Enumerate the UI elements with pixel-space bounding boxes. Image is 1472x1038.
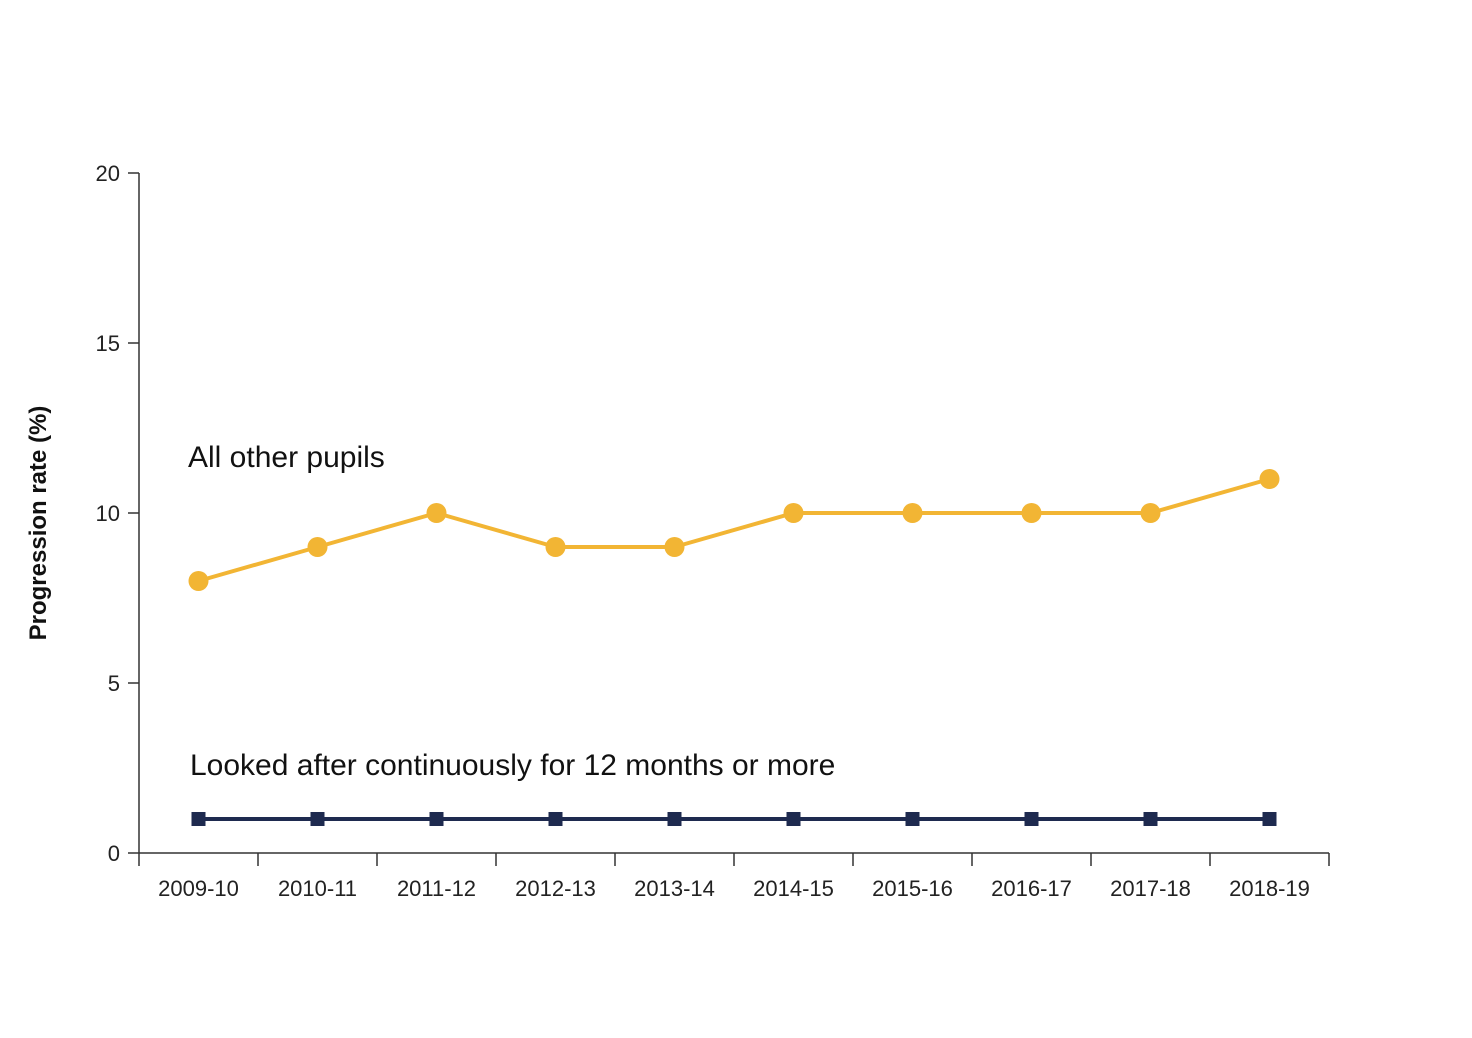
x-tick-label: 2015-16 [872,876,953,901]
x-tick-label: 2016-17 [991,876,1072,901]
data-point [1024,812,1039,826]
data-point [191,812,206,826]
data-point [786,812,801,826]
data-point [902,503,923,523]
data-point [188,571,209,591]
x-tick-label: 2013-14 [634,876,715,901]
x-tick-label: 2018-19 [1229,876,1310,901]
data-point [545,537,566,557]
data-point [429,812,444,826]
data-point [905,812,920,826]
data-point [1262,812,1277,826]
data-point [310,812,325,826]
series-label-1: All other pupils [188,441,385,474]
data-point [426,503,447,523]
data-point [307,537,328,557]
data-point [1259,469,1280,489]
x-tick-label: 2010-11 [278,876,357,901]
data-point [667,812,682,826]
y-tick-label: 15 [96,331,120,356]
y-tick-label: 5 [108,671,120,696]
data-point [1143,812,1158,826]
y-axis-title: Progression rate (%) [25,406,52,641]
series-label-2: Looked after continuously for 12 months … [190,749,835,782]
x-tick-label: 2011-12 [397,876,476,901]
x-tick-label: 2009-10 [158,876,239,901]
y-tick-label: 10 [96,501,120,526]
x-tick-label: 2012-13 [515,876,596,901]
y-axis-ticks: 0 5 10 15 20 [96,161,139,866]
data-point [783,503,804,523]
data-point [1140,503,1161,523]
y-tick-label: 20 [96,161,120,186]
x-tick-label: 2017-18 [1110,876,1191,901]
series-layer [188,469,1280,826]
series-labels: All other pupils Looked after continuousl… [188,441,835,782]
y-tick-label: 0 [108,841,120,866]
x-axis-ticks: 2009-10 2010-11 2011-12 2012-13 2013-14 2014-… [138,853,1330,901]
data-point [664,537,685,557]
data-point [1021,503,1042,523]
data-point [548,812,563,826]
series-line-1 [197,477,1271,583]
x-tick-label: 2014-15 [753,876,834,901]
